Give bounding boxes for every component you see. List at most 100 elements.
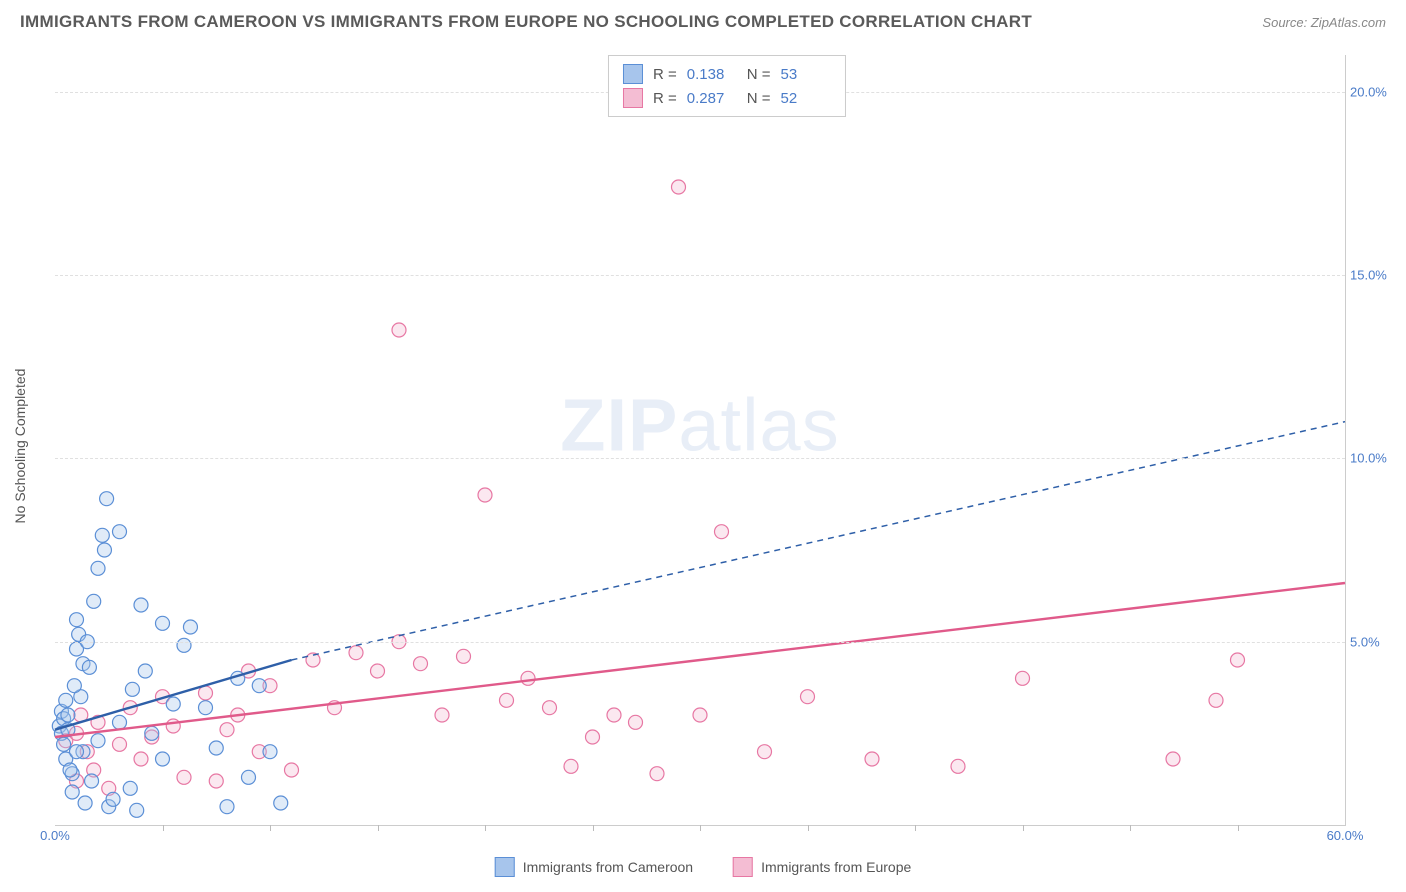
x-tick-mark [808, 825, 809, 831]
y-tick-label: 5.0% [1350, 634, 1400, 649]
scatter-point [57, 737, 71, 751]
scatter-point [113, 525, 127, 539]
scatter-point [392, 323, 406, 337]
x-tick-mark [700, 825, 701, 831]
scatter-point [70, 745, 84, 759]
scatter-point [134, 752, 148, 766]
scatter-point [85, 774, 99, 788]
x-tick-mark [915, 825, 916, 831]
scatter-point [125, 682, 139, 696]
scatter-point [801, 690, 815, 704]
stats-legend-row-1: R = 0.138 N = 53 [623, 62, 831, 86]
y-tick-label: 15.0% [1350, 268, 1400, 283]
scatter-point [1016, 671, 1030, 685]
stats-legend-box: R = 0.138 N = 53 R = 0.287 N = 52 [608, 55, 846, 117]
scatter-point [435, 708, 449, 722]
x-tick-mark [163, 825, 164, 831]
scatter-point [138, 664, 152, 678]
scatter-point [951, 759, 965, 773]
scatter-point [177, 770, 191, 784]
scatter-point [123, 781, 137, 795]
gridline [55, 275, 1345, 276]
y-tick-label: 20.0% [1350, 84, 1400, 99]
stats-legend-row-2: R = 0.287 N = 52 [623, 86, 831, 110]
scatter-point [183, 620, 197, 634]
x-tick-mark [485, 825, 486, 831]
scatter-point [607, 708, 621, 722]
scatter-point [70, 613, 84, 627]
scatter-point [1209, 693, 1223, 707]
scatter-point [106, 792, 120, 806]
scatter-point [758, 745, 772, 759]
bottom-swatch-1 [495, 857, 515, 877]
scatter-point [521, 671, 535, 685]
x-tick-mark [593, 825, 594, 831]
scatter-point [166, 697, 180, 711]
gridline [55, 642, 1345, 643]
scatter-point [478, 488, 492, 502]
x-tick-mark [1130, 825, 1131, 831]
bottom-legend-item-1: Immigrants from Cameroon [495, 857, 693, 877]
scatter-point [252, 679, 266, 693]
scatter-point [87, 594, 101, 608]
scatter-point [59, 693, 73, 707]
scatter-point [220, 800, 234, 814]
scatter-point [156, 752, 170, 766]
scatter-point [100, 492, 114, 506]
legend-swatch-1 [623, 64, 643, 84]
source-attribution: Source: ZipAtlas.com [1262, 15, 1386, 30]
scatter-point [715, 525, 729, 539]
scatter-point [199, 686, 213, 700]
x-tick-mark [1023, 825, 1024, 831]
scatter-point [91, 561, 105, 575]
scatter-point [629, 715, 643, 729]
bottom-swatch-2 [733, 857, 753, 877]
scatter-point [457, 649, 471, 663]
scatter-point [177, 638, 191, 652]
scatter-point [371, 664, 385, 678]
scatter-point [209, 741, 223, 755]
legend-swatch-2 [623, 88, 643, 108]
scatter-point [63, 763, 77, 777]
scatter-point [285, 763, 299, 777]
scatter-point [113, 737, 127, 751]
x-tick-mark [378, 825, 379, 831]
scatter-point [543, 701, 557, 715]
scatter-point [349, 646, 363, 660]
gridline [55, 458, 1345, 459]
scatter-point [67, 679, 81, 693]
scatter-point [414, 657, 428, 671]
scatter-point [156, 616, 170, 630]
scatter-point [134, 598, 148, 612]
x-tick-label: 0.0% [40, 828, 70, 843]
scatter-point [564, 759, 578, 773]
scatter-point [78, 796, 92, 810]
scatter-point [209, 774, 223, 788]
y-tick-label: 10.0% [1350, 451, 1400, 466]
scatter-point [274, 796, 288, 810]
bottom-legend-item-2: Immigrants from Europe [733, 857, 911, 877]
chart-title: IMMIGRANTS FROM CAMEROON VS IMMIGRANTS F… [20, 12, 1032, 32]
x-tick-mark [270, 825, 271, 831]
scatter-point [65, 785, 79, 799]
scatter-point [130, 803, 144, 817]
scatter-point [220, 723, 234, 737]
bottom-legend: Immigrants from Cameroon Immigrants from… [495, 857, 912, 877]
scatter-point [500, 693, 514, 707]
y-axis-label: No Schooling Completed [12, 369, 28, 524]
scatter-point [91, 734, 105, 748]
scatter-point [97, 543, 111, 557]
scatter-point [1166, 752, 1180, 766]
scatter-point [113, 715, 127, 729]
scatter-point [693, 708, 707, 722]
scatter-point [61, 708, 75, 722]
chart-plot-area: ZIPatlas 5.0%10.0%15.0%20.0%0.0%60.0% [55, 55, 1346, 826]
scatter-point [650, 767, 664, 781]
x-tick-mark [1238, 825, 1239, 831]
scatter-plot-svg [55, 55, 1345, 825]
scatter-point [865, 752, 879, 766]
scatter-point [263, 745, 277, 759]
scatter-point [95, 528, 109, 542]
chart-header: IMMIGRANTS FROM CAMEROON VS IMMIGRANTS F… [0, 0, 1406, 40]
scatter-point [672, 180, 686, 194]
